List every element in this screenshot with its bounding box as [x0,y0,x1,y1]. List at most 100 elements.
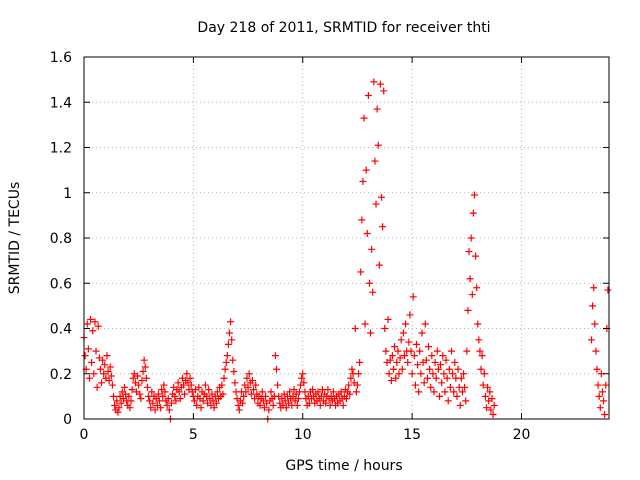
data-point [107,372,115,380]
data-point [469,209,477,217]
data-point [364,91,372,99]
data-point [602,381,610,389]
data-point [437,361,445,369]
y-tick-label: 0.4 [50,322,72,338]
data-point [125,392,133,400]
plot-frame [83,56,610,420]
data-point [81,352,89,360]
data-point [588,336,595,344]
data-point [360,114,368,122]
data-point [258,388,266,396]
data-point [221,365,229,373]
data-point [127,397,135,405]
data-point [445,365,453,373]
data-point [128,386,136,394]
data-point [393,358,401,366]
data-point [483,404,490,412]
data-point [590,284,598,292]
axis-ticks [83,56,610,420]
data-point [449,370,457,378]
data-point [160,381,168,389]
data-point [439,352,447,360]
data-point [186,374,194,382]
data-point [368,245,376,253]
data-point [362,166,370,174]
data-point [85,374,93,382]
data-point [91,318,99,326]
data-point [155,397,163,405]
data-point [369,288,377,296]
data-point [348,365,356,373]
data-point [415,388,423,396]
data-point [425,343,433,351]
data-point [242,388,250,396]
data-point [230,367,238,375]
data-point [594,381,602,389]
y-axis-label: SRMTID / TECUs [7,182,23,295]
data-point [600,397,608,405]
data-point [244,383,252,391]
data-point [141,363,149,371]
data-point [298,374,306,382]
data-point [381,325,389,332]
data-point [142,374,150,382]
data-point [411,381,419,389]
data-point [477,365,485,373]
data-point [316,401,324,409]
data-point [386,356,394,364]
data-point [428,352,436,360]
data-point [426,365,434,373]
data-point [84,345,92,353]
data-point [290,386,298,394]
data-point [147,404,155,412]
data-point [467,234,475,242]
data-point [136,390,144,398]
data-point [176,395,184,403]
data-point [117,399,125,407]
data-point [111,401,119,409]
data-point [90,370,98,378]
data-point [427,383,435,391]
data-point [598,388,606,396]
y-tick-label: 0.2 [50,367,72,383]
data-point [193,401,201,409]
data-point [101,361,109,369]
data-point [473,284,481,292]
data-point [463,347,471,355]
data-point [388,352,396,360]
data-point [104,367,112,375]
data-point [433,347,441,355]
data-point [370,78,378,86]
data-point [314,388,322,396]
data-point [181,390,189,398]
data-point [225,329,233,337]
data-point [140,356,148,364]
data-point [429,370,437,378]
data-point [195,383,203,391]
data-point [250,386,258,394]
data-point [604,286,612,294]
data-point [159,392,167,400]
data-point [88,358,96,366]
data-point [105,377,113,385]
data-point [374,141,382,149]
data-point [343,395,350,403]
data-point [219,390,227,398]
data-point [417,370,425,378]
data-point [453,392,461,400]
data-point [240,392,248,400]
data-point [251,395,259,403]
data-point [373,105,381,113]
data-point [387,377,395,385]
data-point [265,406,273,414]
data-point [223,352,231,360]
data-point [593,365,601,373]
data-point [472,252,480,260]
data-point [595,392,603,400]
y-tick-label: 1.2 [50,141,72,157]
data-point [274,381,282,389]
data-point [468,291,476,299]
data-point [423,374,431,382]
data-point [407,347,415,355]
